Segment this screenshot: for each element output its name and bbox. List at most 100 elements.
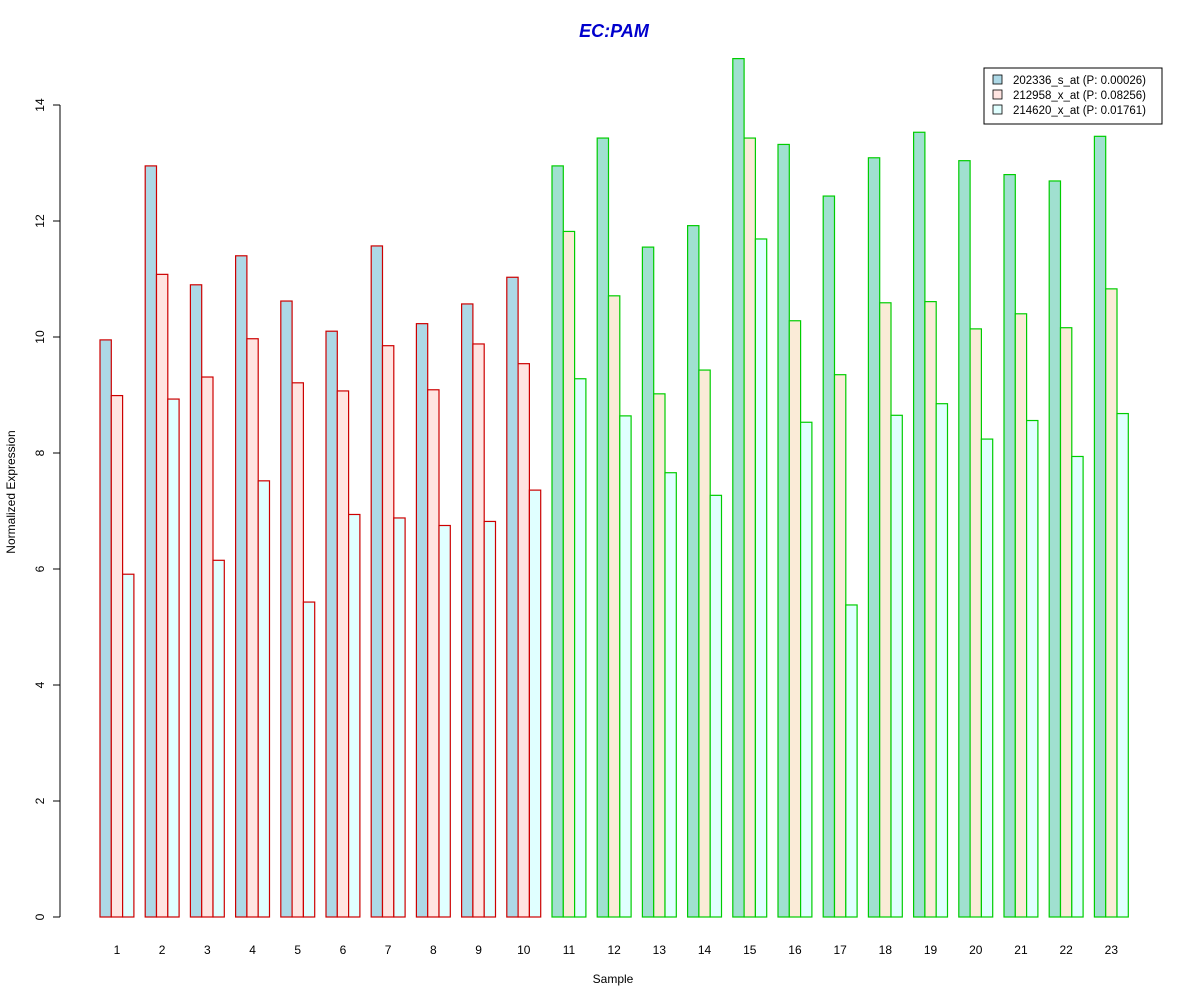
x-tick-label: 23 xyxy=(1105,943,1119,957)
bar-sample-6-series-2 xyxy=(336,390,350,918)
bar-sample-20-series-3 xyxy=(980,438,994,918)
x-tick-label: 8 xyxy=(430,943,437,957)
bar-sample-19-series-1 xyxy=(912,131,926,918)
bar-sample-23-series-3 xyxy=(1116,412,1129,918)
bar-sample-18-series-1 xyxy=(867,157,881,918)
x-axis-label: Sample xyxy=(593,972,634,986)
x-tick-label: 14 xyxy=(698,943,712,957)
x-tick-label: 15 xyxy=(743,943,757,957)
bar-sample-4-series-3 xyxy=(257,480,271,918)
bar-sample-22-series-3 xyxy=(1071,455,1084,918)
y-tick-label: 14 xyxy=(33,98,47,112)
bar-sample-9-series-1 xyxy=(461,303,474,918)
bar-sample-5-series-1 xyxy=(280,300,293,918)
bar-sample-11-series-3 xyxy=(573,378,587,918)
bar-sample-10-series-1 xyxy=(506,276,519,918)
bar-sample-2-series-3 xyxy=(167,398,180,918)
bar-sample-18-series-3 xyxy=(890,414,903,918)
bar-sample-20-series-1 xyxy=(958,160,971,918)
y-tick-label: 0 xyxy=(33,913,47,920)
x-tick-label: 10 xyxy=(517,943,531,957)
bar-sample-10-series-2 xyxy=(517,363,530,918)
bar-sample-21-series-3 xyxy=(1025,419,1039,918)
legend-swatch-3 xyxy=(992,104,1003,115)
x-tick-label: 20 xyxy=(969,943,983,957)
x-tick-label: 1 xyxy=(114,943,121,957)
bar-sample-7-series-2 xyxy=(381,345,395,918)
x-tick-label: 7 xyxy=(385,943,392,957)
bar-sample-14-series-1 xyxy=(686,225,700,918)
bar-sample-22-series-2 xyxy=(1059,327,1073,918)
x-tick-label: 3 xyxy=(204,943,211,957)
bar-sample-13-series-1 xyxy=(641,246,655,918)
x-tick-label: 22 xyxy=(1059,943,1073,957)
bar-sample-7-series-3 xyxy=(393,517,406,918)
bar-sample-12-series-1 xyxy=(596,137,610,918)
y-tick-label: 10 xyxy=(33,330,47,344)
bar-sample-12-series-3 xyxy=(619,415,632,918)
bar-sample-9-series-2 xyxy=(472,343,485,918)
bar-sample-3-series-1 xyxy=(189,284,203,918)
bar-sample-23-series-1 xyxy=(1093,135,1107,918)
legend-label-2: 212958_x_at (P: 0.08256) xyxy=(1013,90,1146,102)
x-tick-label: 16 xyxy=(788,943,802,957)
bar-sample-18-series-2 xyxy=(879,302,892,918)
bar-sample-1-series-3 xyxy=(121,573,135,918)
bar-sample-21-series-2 xyxy=(1014,313,1028,918)
bar-sample-14-series-3 xyxy=(709,494,723,918)
bar-sample-8-series-3 xyxy=(438,524,451,918)
bars-group xyxy=(99,57,1129,918)
bar-sample-11-series-1 xyxy=(551,165,564,918)
bar-sample-13-series-3 xyxy=(664,472,677,918)
bar-sample-10-series-3 xyxy=(528,489,542,918)
bar-sample-13-series-2 xyxy=(653,393,666,918)
bar-sample-11-series-2 xyxy=(562,230,576,918)
legend-swatch-2 xyxy=(992,89,1003,100)
legend: 202336_s_at (P: 0.00026) 212958_x_at (P: … xyxy=(983,67,1163,125)
y-tick-label: 2 xyxy=(33,797,47,804)
bar-sample-15-series-1 xyxy=(732,57,745,918)
bar-sample-21-series-1 xyxy=(1003,174,1016,918)
y-axis-label: Normalized Expression xyxy=(4,430,18,553)
x-tick-label: 21 xyxy=(1014,943,1028,957)
legend-swatch-1 xyxy=(992,74,1003,85)
y-tick-label: 12 xyxy=(33,214,47,228)
y-axis: 0 2 4 6 8 10 12 14 xyxy=(33,98,61,920)
bar-sample-20-series-2 xyxy=(969,328,982,918)
bar-sample-17-series-2 xyxy=(833,374,847,918)
bar-sample-4-series-2 xyxy=(246,338,259,918)
bar-sample-16-series-2 xyxy=(788,320,802,918)
bar-sample-22-series-1 xyxy=(1048,180,1062,918)
legend-box xyxy=(983,67,1163,125)
bar-sample-16-series-3 xyxy=(799,421,813,918)
bar-sample-19-series-2 xyxy=(924,301,937,918)
bar-sample-14-series-2 xyxy=(698,369,711,918)
bar-sample-2-series-2 xyxy=(155,273,169,918)
legend-label-3: 214620_x_at (P: 0.01761) xyxy=(1013,105,1146,117)
x-tick-label: 2 xyxy=(159,943,166,957)
bar-sample-15-series-3 xyxy=(754,238,768,918)
bar-sample-17-series-1 xyxy=(822,195,836,918)
bar-sample-5-series-3 xyxy=(302,601,316,918)
bar-sample-8-series-1 xyxy=(415,323,429,918)
y-tick-label: 6 xyxy=(33,565,47,572)
bar-sample-4-series-1 xyxy=(235,255,248,918)
x-tick-label: 4 xyxy=(249,943,256,957)
x-tick-label: 12 xyxy=(607,943,621,957)
x-tick-label: 17 xyxy=(833,943,847,957)
bar-sample-19-series-3 xyxy=(935,403,949,918)
x-tick-label: 5 xyxy=(294,943,301,957)
bar-sample-6-series-3 xyxy=(348,513,361,918)
x-tick-label: 11 xyxy=(563,943,576,957)
x-tick-label: 13 xyxy=(653,943,667,957)
bar-sample-3-series-3 xyxy=(212,559,225,918)
bar-sample-7-series-1 xyxy=(370,245,384,918)
bar-sample-1-series-2 xyxy=(110,394,124,918)
chart-title: EC:PAM xyxy=(579,21,650,41)
bar-sample-1-series-1 xyxy=(99,339,112,918)
bar-sample-12-series-2 xyxy=(607,295,621,918)
bar-sample-23-series-2 xyxy=(1105,288,1118,918)
bar-sample-6-series-1 xyxy=(325,330,338,918)
x-axis: 1 2 3 4 5 6 7 8 9 10 11 12 13 14 15 16 17 18 19 20 21 22 23 xyxy=(114,943,1119,957)
